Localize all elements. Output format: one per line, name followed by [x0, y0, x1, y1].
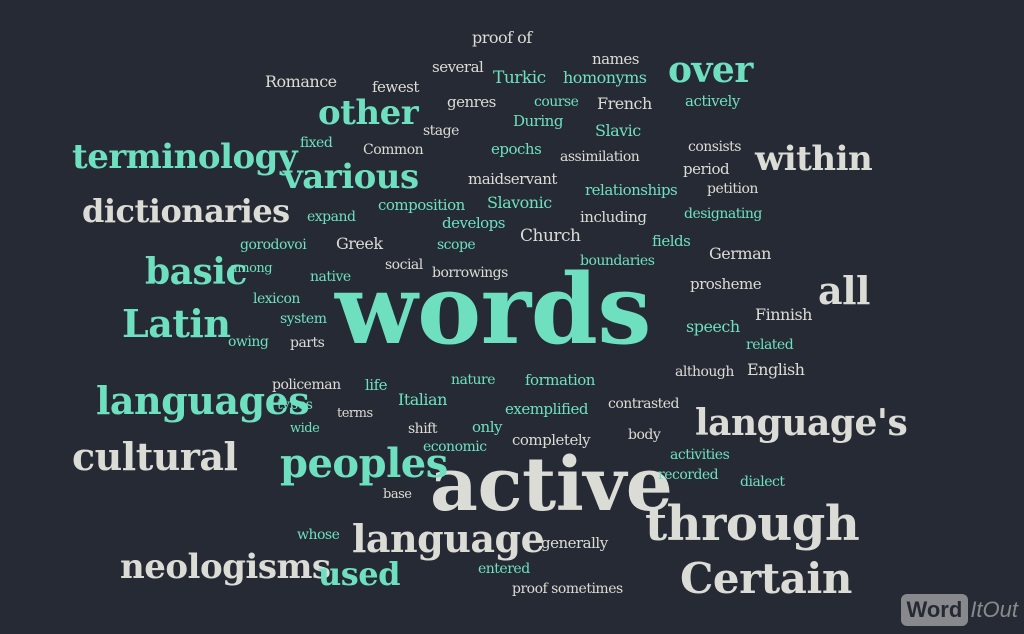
cloud-word: although [675, 364, 734, 380]
cloud-word: Slavic [595, 121, 641, 140]
cloud-word: During [513, 112, 563, 130]
cloud-word: social [385, 257, 423, 273]
cloud-word: Italian [398, 390, 447, 409]
cloud-word: Finnish [755, 305, 812, 324]
cloud-word: over [668, 49, 753, 91]
cloud-word: several [432, 58, 484, 76]
cloud-word: cultural [72, 434, 238, 479]
cloud-word: nature [451, 372, 495, 388]
cloud-word: policeman [272, 377, 341, 393]
cloud-word: fixed [300, 135, 333, 151]
cloud-word: course [534, 94, 579, 110]
cloud-word: borrowings [432, 265, 508, 281]
cloud-word: lexicon [253, 291, 300, 307]
cloud-word: including [580, 208, 647, 226]
cloud-word: parts [290, 335, 325, 351]
cloud-word: Slavonic [487, 193, 552, 212]
cloud-word: English [747, 360, 805, 379]
cloud-word: through [645, 496, 860, 552]
cloud-word: terminology [72, 137, 298, 177]
cloud-word: native [310, 269, 351, 285]
cloud-word: contrasted [608, 396, 680, 412]
cloud-word: period [683, 160, 730, 178]
cloud-word: designating [684, 206, 762, 222]
cloud-word: language's [695, 402, 908, 444]
cloud-word: stage [423, 123, 459, 139]
cloud-word: related [746, 337, 794, 353]
cloud-word: whose [297, 527, 340, 543]
cloud-word: all [818, 268, 871, 313]
cloud-word: names [592, 50, 639, 68]
cloud-word: German [709, 244, 771, 263]
cloud-word: dialect [740, 474, 785, 490]
cloud-word: assimilation [560, 149, 640, 165]
cloud-word: body [628, 427, 661, 443]
cloud-word: system [280, 311, 327, 327]
cloud-word: owing [228, 334, 269, 350]
cloud-word: among [230, 261, 273, 276]
cloud-word: scope [437, 237, 476, 253]
cloud-word: completely [512, 431, 591, 449]
cloud-word: French [597, 94, 652, 113]
cloud-word: peoples [280, 440, 448, 487]
wordle-logo[interactable]: Word ItOut [900, 594, 1018, 626]
cloud-word: Certain [680, 554, 852, 603]
cloud-word: Latin [122, 301, 231, 346]
cloud-word: basic [145, 251, 247, 293]
cloud-word: within [755, 139, 873, 179]
cloud-word: Common [363, 142, 424, 158]
cloud-word: life [365, 376, 388, 394]
cloud-word: develops [442, 214, 505, 232]
cloud-word: speech [686, 317, 740, 336]
cloud-word: expand [307, 209, 356, 225]
cloud-word: Turkic [493, 68, 546, 88]
cloud-word: other [318, 93, 419, 133]
cloud-word: languages [96, 378, 310, 423]
cloud-word: epochs [491, 140, 542, 158]
cloud-word: generally [541, 534, 608, 552]
logo-brand: Word [900, 594, 969, 626]
cloud-word: formation [525, 371, 595, 389]
cloud-word: Romance [265, 72, 337, 91]
cloud-word: proof of [472, 28, 532, 47]
cloud-word: fields [652, 232, 691, 250]
cloud-word: shift [408, 421, 438, 437]
cloud-word: relationships [585, 181, 678, 199]
cloud-word: boundaries [580, 253, 655, 269]
cloud-word: activities [670, 447, 730, 463]
cloud-word: petition [707, 181, 758, 197]
cloud-word: terms [337, 406, 373, 421]
cloud-word: neologisms [120, 547, 331, 587]
cloud-word: recorded [658, 467, 719, 483]
cloud-word: maidservant [468, 170, 557, 188]
cloud-word: actively [685, 92, 740, 110]
cloud-word: prosheme [690, 275, 762, 293]
logo-suffix: ItOut [970, 597, 1018, 622]
cloud-word: types [277, 397, 313, 413]
cloud-word: only [472, 418, 502, 436]
cloud-word: homonyms [563, 68, 647, 87]
cloud-word: exemplified [505, 400, 588, 418]
cloud-word: words [335, 253, 651, 366]
cloud-word: gorodovoi [240, 237, 307, 253]
cloud-word: dictionaries [82, 192, 290, 230]
cloud-word: composition [378, 196, 465, 214]
cloud-word: Church [520, 226, 581, 246]
cloud-word: genres [447, 93, 496, 111]
cloud-word: consists [688, 139, 741, 155]
cloud-word: wide [290, 421, 320, 436]
cloud-word: various [283, 157, 419, 197]
cloud-word: fewest [372, 78, 419, 96]
cloud-word: Greek [336, 234, 383, 253]
cloud-word: entered [478, 561, 530, 577]
cloud-word: economic [423, 439, 487, 455]
cloud-word: language [352, 516, 545, 561]
cloud-word: used [318, 555, 401, 593]
cloud-word: proof sometimes [512, 581, 623, 597]
cloud-word: base [383, 487, 412, 502]
cloud-word: active [430, 442, 673, 528]
